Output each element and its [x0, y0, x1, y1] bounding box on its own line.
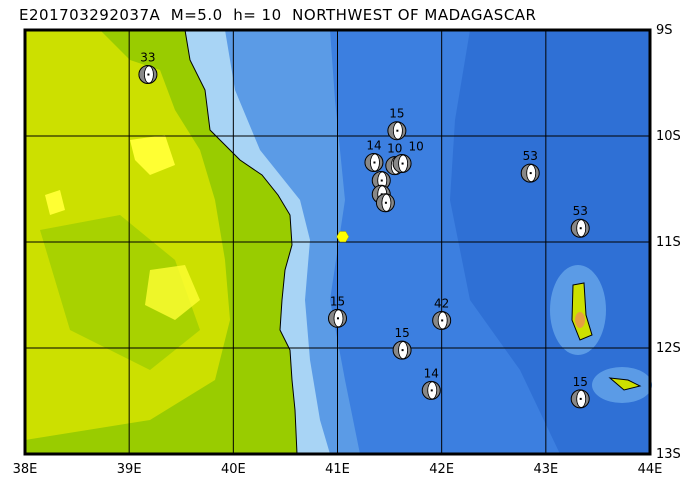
- lat-tick-label: 9S: [656, 23, 673, 38]
- event-depth-label: 33: [140, 51, 155, 65]
- focal-mechanism-beachball[interactable]: [570, 389, 590, 409]
- lon-tick-label: 40E: [221, 462, 246, 477]
- lon-tick-label: 43E: [533, 462, 558, 477]
- event-depth-label: 15: [394, 326, 409, 340]
- lon-tick-label: 42E: [429, 462, 454, 477]
- event-depth-label: 14: [424, 366, 439, 380]
- lat-tick-label: 12S: [656, 341, 681, 356]
- island-peak: [575, 312, 585, 328]
- focal-mechanism-beachball[interactable]: [138, 65, 158, 85]
- focal-mechanism-beachball[interactable]: [328, 308, 347, 328]
- focal-mechanism-beachball[interactable]: [570, 218, 590, 238]
- lat-tick-label: 11S: [656, 235, 681, 250]
- lon-tick-label: 41E: [325, 462, 350, 477]
- focal-mechanism-beachball[interactable]: [387, 121, 407, 141]
- focal-mechanism-beachball[interactable]: [371, 171, 391, 191]
- depth-labels: 33 15 14 10 10 53 53 15 42 15 14 15: [140, 51, 588, 389]
- event-depth-label: 53: [523, 149, 538, 163]
- focal-mechanism-beachball[interactable]: [364, 153, 384, 172]
- event-depth-label: 15: [389, 107, 404, 121]
- map-title: E201703292037A M=5.0 h= 10 NORTHWEST OF …: [19, 6, 537, 24]
- land-high-patch: [45, 190, 65, 215]
- event-depth-label: 10: [408, 140, 423, 154]
- epicenter-hexagon-icon: [336, 231, 349, 243]
- lat-tick-label: 13S: [656, 447, 681, 462]
- focal-mechanism-beachball[interactable]: [375, 193, 395, 213]
- lat-tick-label: 10S: [656, 129, 681, 144]
- focal-mechanism-beachball[interactable]: [432, 310, 452, 330]
- event-depth-label: 15: [330, 294, 345, 308]
- event-depth-label: 14: [366, 139, 381, 153]
- focal-mechanism-beachball[interactable]: [392, 154, 412, 174]
- focal-mechanism-beachball[interactable]: [520, 163, 540, 183]
- map-frame: [23, 28, 652, 456]
- event-depth-label: 10: [387, 142, 402, 156]
- lon-tick-label: 38E: [13, 462, 38, 477]
- island-moheli: [608, 377, 642, 391]
- land-high-patch: [130, 135, 175, 175]
- focal-mechanism-beachball[interactable]: [392, 340, 412, 360]
- lon-tick-label: 44E: [638, 462, 663, 477]
- land-high-patch: [145, 265, 200, 320]
- lon-tick-label: 39E: [117, 462, 142, 477]
- event-depth-label: 15: [573, 375, 588, 389]
- event-depth-label: 42: [434, 296, 449, 310]
- event-depth-label: 53: [573, 204, 588, 218]
- land-highland-patch: [40, 215, 200, 370]
- focal-mechanism-beachball[interactable]: [421, 380, 441, 400]
